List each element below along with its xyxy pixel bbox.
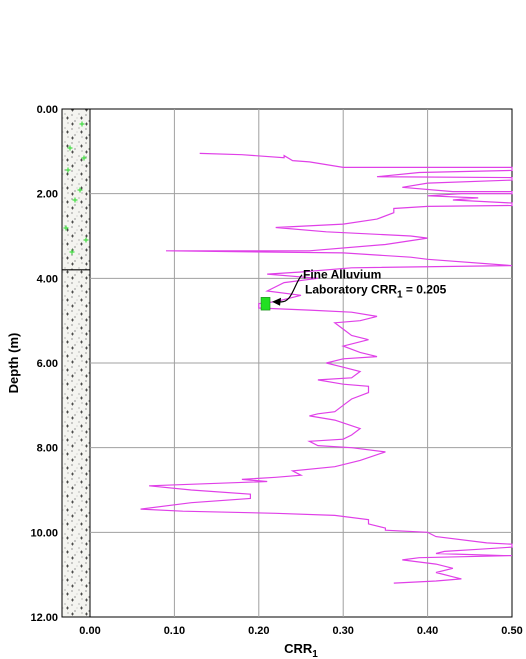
soil-marking-1 [79,121,85,127]
x-axis-label: CRR1 [284,641,318,659]
annotation-line2: Laboratory CRR1 = 0.205 [305,283,447,301]
x-tick-label: 0.10 [164,625,185,637]
soil-layer-upper [61,108,91,271]
y-tick-label: 4.00 [37,273,58,285]
soil-marking-5 [63,225,69,231]
y-tick-label: 0.00 [37,104,58,116]
y-tick-label: 10.00 [30,527,58,539]
annotation-line2-subscript: 1 [397,290,403,301]
soil-marking-0 [67,145,73,151]
x-tick-label: 0.50 [501,625,522,637]
soil-column [61,108,91,618]
soil-marking-7 [69,249,75,255]
soil-marking-3 [81,155,87,161]
y-tick-label: 2.00 [37,189,58,201]
y-tick-labels: 0.00 2.00 4.00 6.00 8.00 10.00 12.00 [30,104,58,624]
crr-series-line [140,152,513,584]
annotation-line2-suffix: = 0.205 [403,283,447,297]
y-tick-label: 6.00 [37,358,58,370]
lab-crr-marker [260,297,271,311]
annotation-line2-prefix: Laboratory CRR [305,283,397,297]
annotation-arrowhead [272,297,282,306]
x-axis-label-subscript: 1 [312,649,318,659]
y-tick-label: 12.00 [30,612,58,624]
x-tick-label: 0.40 [417,625,438,637]
x-tick-label: 0.30 [332,625,353,637]
soil-upper-markings [63,121,89,255]
annotation-line1: Fine Alluvium [303,268,381,282]
y-axis-label: Depth (m) [6,333,21,394]
x-axis-label-main: CRR [284,641,313,656]
soil-marking-4 [72,197,78,203]
soil-marking-8 [77,187,83,193]
x-tick-label: 0.00 [79,625,100,637]
soil-layer-lower [61,269,91,618]
soil-marking-2 [65,167,71,173]
x-tick-label: 0.20 [248,625,269,637]
y-tick-label: 8.00 [37,443,58,455]
soil-marking-6 [83,237,89,243]
x-tick-labels: 0.00 0.10 0.20 0.30 0.40 0.50 [79,625,522,637]
annotation-arrow [279,274,303,303]
